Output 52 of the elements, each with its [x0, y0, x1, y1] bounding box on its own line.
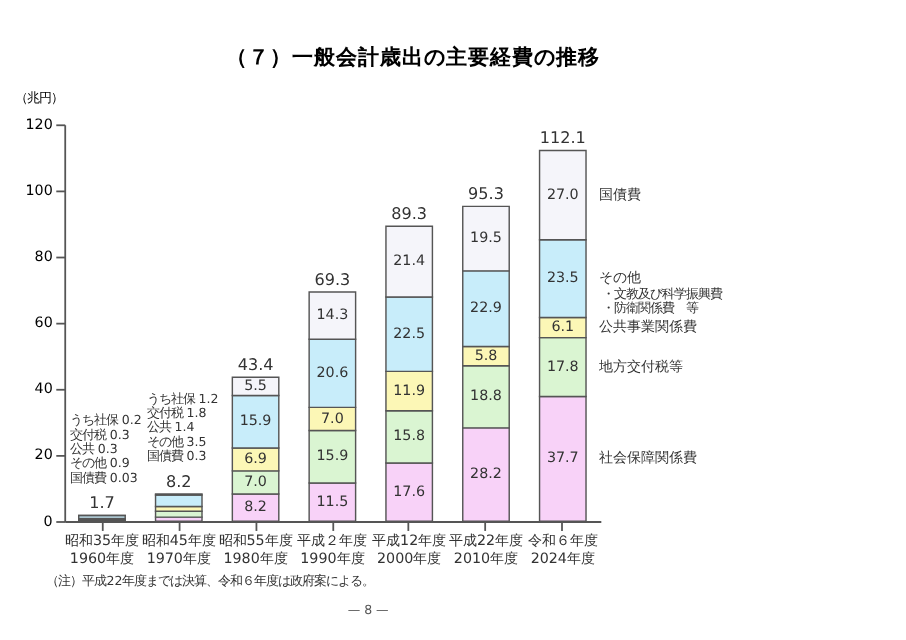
- x-tick-label: 令和６年度 2024年度: [527, 531, 598, 568]
- total-label: 112.1: [539, 129, 586, 148]
- series-label: その他: [598, 268, 641, 287]
- data-label: 5.8: [474, 345, 499, 364]
- data-label: 6.9: [244, 449, 268, 468]
- x-tick-label: 平成12年度 2000年度: [372, 531, 447, 568]
- data-label: 17.6: [393, 481, 426, 500]
- series-label: 公共事業関係費: [598, 317, 697, 336]
- x-tick-label: 平成２年度 1990年度: [297, 531, 368, 568]
- y-tick-label: 120: [25, 114, 54, 133]
- chart-title: （７）一般会計歳出の主要経費の推移: [225, 43, 600, 70]
- x-tick-label: 平成22年度 2010年度: [448, 531, 524, 568]
- total-label: 69.3: [314, 270, 351, 289]
- data-label: 22.9: [470, 298, 503, 317]
- data-label: 14.3: [316, 305, 349, 324]
- y-tick-label: 100: [25, 180, 54, 199]
- series-label: 地方交付税等: [596, 356, 683, 375]
- y-tick-label: 60: [34, 313, 54, 332]
- data-label: 5.5: [244, 375, 267, 394]
- total-label: 8.2: [165, 472, 192, 491]
- data-label: 7.0: [321, 408, 345, 427]
- data-label: 27.0: [546, 184, 580, 203]
- data-label: 22.5: [393, 323, 426, 342]
- series-label: 国債費: [598, 184, 641, 203]
- y-tick-label: 0: [43, 511, 54, 530]
- data-label: 19.5: [470, 228, 502, 247]
- data-label: 37.7: [546, 448, 579, 467]
- total-label: 1.7: [89, 494, 115, 513]
- data-label: 17.8: [546, 356, 580, 375]
- total-label: 43.4: [237, 356, 274, 375]
- data-label: 7.0: [244, 472, 268, 490]
- data-label: 18.8: [470, 386, 503, 405]
- x-tick-label: 昭和55年度 1980年度: [218, 531, 293, 568]
- data-label: 11.9: [393, 380, 426, 399]
- total-label: 89.3: [391, 205, 428, 224]
- data-label: 8.2: [244, 497, 267, 516]
- x-tick-label: 昭和45年度 1970年度: [141, 531, 216, 568]
- total-label: 95.3: [468, 185, 504, 204]
- data-label: 20.6: [316, 362, 350, 381]
- data-label: 11.5: [316, 491, 349, 510]
- data-label: 15.8: [393, 426, 426, 445]
- data-label: 28.2: [470, 464, 502, 483]
- y-tick-label: 80: [34, 247, 54, 266]
- data-label: 15.9: [316, 446, 350, 465]
- series-label: 社会保障関係費: [598, 448, 697, 467]
- data-label: 21.4: [393, 251, 426, 270]
- data-label: 15.9: [239, 411, 273, 430]
- y-tick-label: 20: [34, 445, 54, 464]
- data-label: 6.1: [551, 317, 575, 336]
- x-tick-label: 昭和35年度 1960年度: [64, 531, 140, 568]
- y-tick-label: 40: [34, 379, 54, 398]
- data-label: 23.5: [546, 268, 579, 287]
